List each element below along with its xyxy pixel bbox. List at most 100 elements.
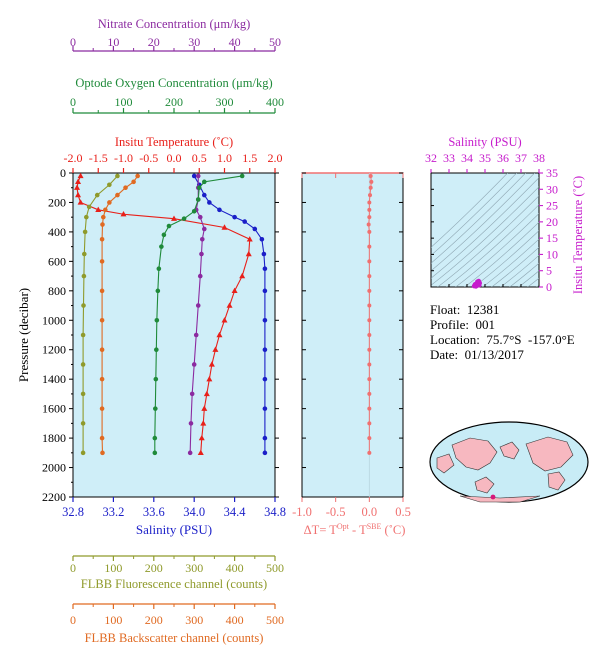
pressure-tick-label: 0 <box>60 166 66 180</box>
fluorescence-point <box>94 192 100 198</box>
salinity-point <box>259 236 265 242</box>
nitrate-point <box>195 303 201 308</box>
salinity-point <box>207 200 212 205</box>
backscatter-tick-label: 400 <box>226 613 244 627</box>
pressure-tick-label: 1400 <box>42 372 66 386</box>
salinity-point <box>262 376 268 382</box>
salinity-point <box>262 288 268 294</box>
delta-point <box>367 436 372 441</box>
oxygen-point <box>191 208 197 214</box>
temperature-point <box>74 184 81 190</box>
ts-isopycnal-curve <box>482 238 539 287</box>
ts-salinity-tick-label: 37 <box>515 151 527 165</box>
salinity-tick-label: 34.4 <box>224 505 247 519</box>
globe-float-location-marker <box>490 494 496 500</box>
fluorescence-series-line <box>82 175 118 453</box>
fluorescence-point <box>81 303 86 308</box>
temperature-point <box>226 302 233 308</box>
delta-axis-label-part: - T <box>349 523 367 537</box>
salinity-tick-label: 33.6 <box>143 505 165 519</box>
ts-isopycnal-curve <box>509 262 539 287</box>
delta-tick-label: 0.5 <box>395 505 411 519</box>
pressure-tick-label: 200 <box>48 195 66 209</box>
backscatter-axis-label: FLBB Backscatter channel (counts) <box>85 631 264 645</box>
delta-point <box>367 303 372 308</box>
fluorescence-point <box>80 450 86 456</box>
delta-point <box>367 333 372 337</box>
pressure-tick-label: 600 <box>48 254 66 268</box>
fluorescence-point <box>81 273 87 279</box>
delta-point <box>366 222 371 227</box>
backscatter-point <box>107 200 112 205</box>
delta-point <box>367 229 372 234</box>
ts-temperature-tick-label: 10 <box>546 247 558 261</box>
salinity-point <box>232 214 237 220</box>
temperature-tick-label: -0.5 <box>139 151 158 165</box>
fluorescence-point <box>115 173 120 179</box>
oxygen-tick-label: 200 <box>165 95 183 109</box>
delta-point <box>367 200 372 205</box>
temperature-point <box>77 199 84 205</box>
oxygen-point <box>152 435 158 441</box>
fluorescence-point <box>86 204 92 210</box>
nitrate-tick-label: 10 <box>107 35 119 49</box>
location-value: 75.7°S -157.0°E <box>486 332 575 347</box>
backscatter-point <box>99 288 105 294</box>
temperature-point <box>171 215 177 221</box>
fluorescence-tick-label: 300 <box>185 561 203 575</box>
ts-isopycnal-curve <box>518 270 539 287</box>
ts-temperature-tick-label: 20 <box>546 215 558 229</box>
ts-salinity-tick-label: 34 <box>461 151 473 165</box>
backscatter-tick-label: 0 <box>70 613 76 627</box>
ts-isopycnal-curve <box>500 254 539 287</box>
ts-temperature-tick-label: 25 <box>546 199 558 213</box>
temperature-point <box>203 390 210 397</box>
temperature-point <box>75 191 82 198</box>
salinity-tick-label: 32.8 <box>62 505 84 519</box>
ts-isopycnal-curve <box>437 195 539 287</box>
nitrate-tick-label: 30 <box>188 35 200 49</box>
delta-point <box>367 274 372 279</box>
backscatter-tick-label: 300 <box>185 613 203 627</box>
ts-temperature-axis-label: Insitu Temperature (˚C) <box>571 176 585 294</box>
ts-isopycnal-curve <box>527 277 539 287</box>
float-label: Float: <box>430 302 461 317</box>
salinity-point <box>262 347 268 353</box>
float-info-block: Float: 12381 Profile: 001 Location: 75.7… <box>430 302 575 362</box>
salinity-point <box>191 173 197 179</box>
profile-line: Profile: 001 <box>430 317 575 332</box>
nitrate-axis: 0 10 20 30 40 50 Nitrate Concentration (μm/kg) <box>70 17 281 52</box>
float-value: 12381 <box>466 302 500 317</box>
fluorescence-point <box>82 251 87 257</box>
fluorescence-tick-label: 200 <box>145 561 163 575</box>
location-label: Location: <box>430 332 480 347</box>
temperature-tick-label: 2.0 <box>268 151 283 165</box>
ts-temperature-tick-label: 30 <box>546 182 558 196</box>
delta-axis-label-part: ΔT= T <box>304 523 338 537</box>
nitrate-point <box>187 450 193 456</box>
salinity-point <box>262 435 268 441</box>
ts-salinity-tick-label: 32 <box>425 151 437 165</box>
temperature-tick-label: -2.0 <box>64 151 83 165</box>
backscatter-point <box>99 317 105 323</box>
delta-axis-label: ΔT= TOpt - TSBE (˚C) <box>304 522 406 537</box>
pressure-tick-label: 2000 <box>42 461 66 475</box>
fluorescence-tick-label: 500 <box>266 561 284 575</box>
oxygen-point <box>154 317 160 323</box>
fluorescence-tick-label: 0 <box>70 561 76 575</box>
nitrate-point <box>189 391 195 397</box>
backscatter-point <box>123 185 128 191</box>
oxygen-tick-label: 100 <box>115 95 133 109</box>
salinity-tick-label: 34.0 <box>183 505 205 519</box>
nitrate-tick-label: 50 <box>269 35 281 49</box>
nitrate-point <box>188 421 194 426</box>
backscatter-point <box>131 179 136 185</box>
temperature-point <box>206 375 213 382</box>
oxygen-point <box>153 376 159 382</box>
nitrate-point <box>191 362 197 367</box>
pressure-tick-label: 1800 <box>42 431 66 445</box>
oxygen-point <box>202 179 207 185</box>
ts-isopycnal-curve <box>431 173 518 256</box>
fluorescence-point <box>80 421 86 426</box>
